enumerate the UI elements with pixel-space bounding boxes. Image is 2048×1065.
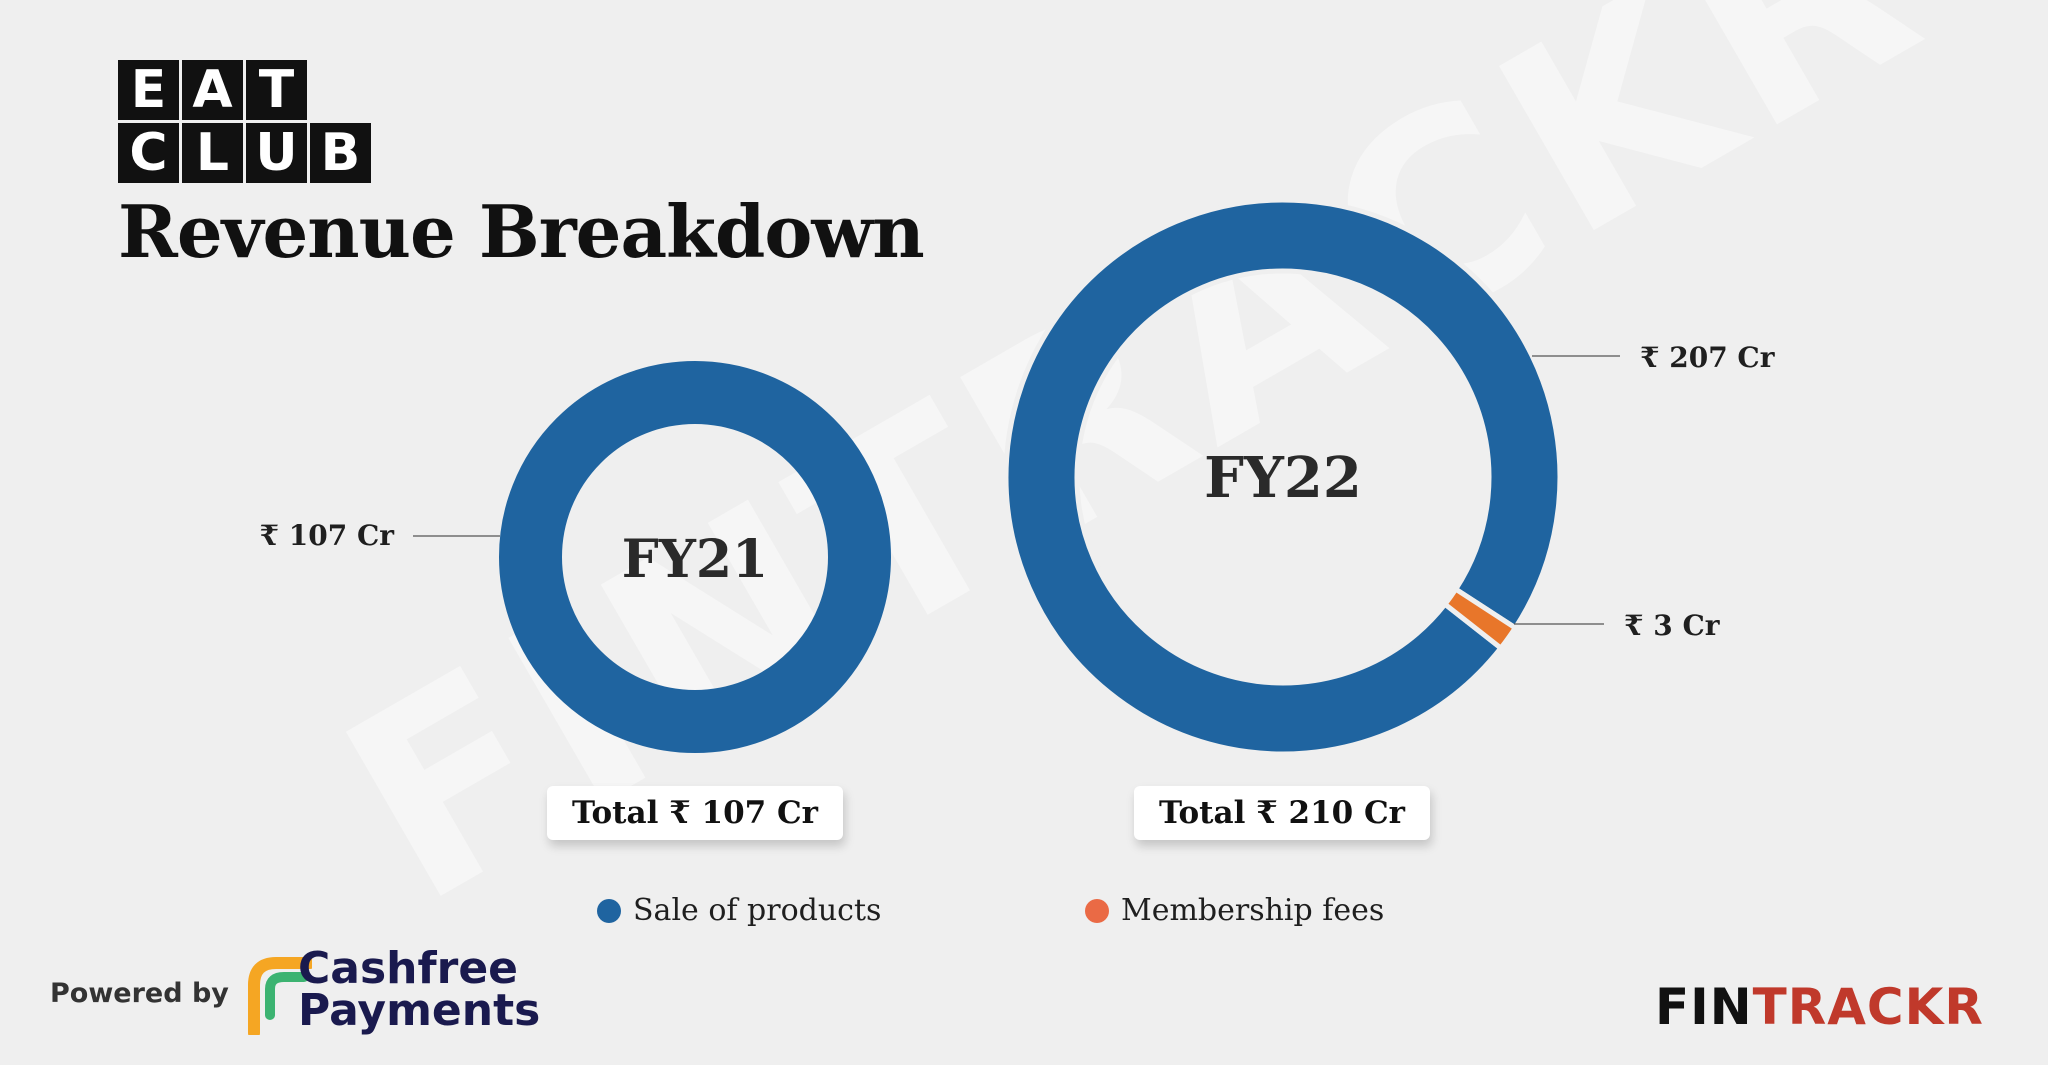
logo-letter: C (118, 123, 179, 183)
legend-item-sale-of-products: Sale of products (597, 893, 881, 928)
fintrackr-logo-part: TRACKR (1752, 978, 1984, 1036)
legend-item-membership-fees: Membership fees (1085, 893, 1384, 928)
logo-letter: U (246, 123, 307, 183)
slice-value-label: ₹ 107 Cr (260, 519, 396, 552)
logo-letter: A (182, 60, 243, 120)
donut-center-label: FY22 (1204, 445, 1362, 511)
eatclub-logo: E A T C L U B (118, 60, 371, 186)
logo-letter: T (246, 60, 307, 120)
logo-letter: E (118, 60, 179, 120)
donut-slice-fy21 (499, 361, 891, 753)
total-badge-fy21: Total ₹ 107 Cr (547, 786, 843, 840)
cashfree-logo-icon (248, 957, 312, 1035)
cashfree-wordmark: Cashfree Payments (298, 943, 541, 1036)
total-badge-fy22: Total ₹ 210 Cr (1134, 786, 1430, 840)
logo-letter: B (310, 123, 371, 183)
legend-label: Sale of products (633, 893, 882, 928)
cashfree-line2: Payments (298, 985, 541, 1036)
legend-label: Membership fees (1121, 893, 1385, 928)
slice-value-label: ₹ 3 Cr (1624, 609, 1721, 642)
page-title: Revenue Breakdown (118, 189, 925, 274)
fintrackr-logo-part: FIN (1655, 978, 1753, 1036)
logo-row-bottom: C L U B (118, 123, 371, 183)
legend-swatch (597, 898, 621, 923)
legend-swatch (1085, 898, 1109, 923)
donut-slice-fy22-0 (1003, 197, 1563, 757)
donut-slice-fy22-1 (1441, 585, 1519, 652)
cashfree-line1: Cashfree (298, 943, 519, 994)
powered-by-text: Powered by (50, 978, 229, 1009)
slice-value-label: ₹ 207 Cr (1640, 341, 1776, 374)
donut-center-label: FY21 (622, 529, 768, 590)
logo-row-top: E A T (118, 60, 371, 120)
logo-letter: L (182, 123, 243, 183)
fintrackr-logo: FINTRACKR (1655, 982, 1984, 1032)
